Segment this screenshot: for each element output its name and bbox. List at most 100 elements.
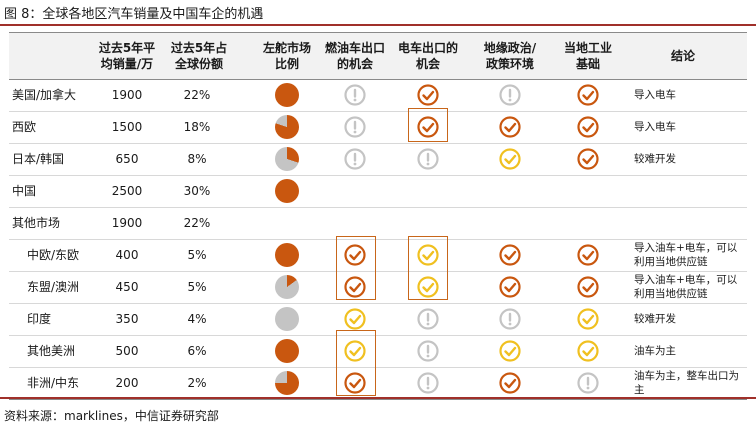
lhd-pie-icon — [275, 307, 299, 331]
header-industry: 当地工业 基础 — [563, 40, 612, 71]
orange-check-icon — [499, 244, 521, 266]
global-share-value: 22% — [183, 216, 211, 230]
header-conclusion: 结论 — [670, 48, 695, 63]
lhd-pie-icon — [275, 371, 299, 395]
global-share-value: 18% — [183, 120, 211, 134]
header-ev-export: 电车出口的 机会 — [397, 40, 458, 71]
gray-exclamation-icon — [344, 116, 366, 138]
conclusion-text: 较难开发 — [634, 153, 676, 165]
orange-check-icon — [577, 148, 599, 170]
global-share-value: 6% — [187, 344, 207, 358]
orange-check-icon — [344, 276, 366, 298]
top-rule — [0, 24, 756, 26]
row-divider — [9, 207, 747, 208]
row-divider — [9, 367, 747, 368]
row-divider — [9, 239, 747, 240]
orange-check-icon — [417, 116, 439, 138]
region-name: 非洲/中东 — [27, 376, 80, 390]
yellow-check-icon — [577, 308, 599, 330]
highlight-box-ice-americas-africa — [336, 330, 376, 396]
header-share: 过去5年占 全球份额 — [170, 40, 228, 71]
gray-exclamation-icon — [344, 148, 366, 170]
header-sales: 过去5年平 均销量/万 — [98, 40, 156, 71]
source-note: 资料来源：marklines，中信证券研究部 — [4, 409, 219, 423]
gray-exclamation-icon — [417, 148, 439, 170]
region-name: 西欧 — [12, 120, 37, 134]
gray-exclamation-icon — [417, 340, 439, 362]
global-share-value: 8% — [187, 152, 207, 166]
row-divider — [9, 143, 747, 144]
row-divider — [9, 111, 747, 112]
row-divider — [9, 399, 747, 400]
global-share-value: 22% — [183, 88, 211, 102]
yellow-check-icon — [417, 276, 439, 298]
gray-exclamation-icon — [577, 372, 599, 394]
global-share-value: 5% — [187, 280, 207, 294]
yellow-check-icon — [499, 340, 521, 362]
gray-exclamation-icon — [499, 84, 521, 106]
conclusion-text: 导入电车 — [634, 89, 676, 101]
avg-sales-value: 650 — [115, 152, 139, 166]
orange-check-icon — [577, 116, 599, 138]
conclusion-text: 导入油车+电车，可以利用当地供应链 — [634, 242, 738, 268]
avg-sales-value: 2500 — [111, 184, 143, 198]
conclusion-text: 导入油车+电车，可以利用当地供应链 — [634, 274, 738, 300]
yellow-check-icon — [344, 340, 366, 362]
orange-check-icon — [344, 244, 366, 266]
region-name: 其他市场 — [12, 216, 61, 230]
header-geopolitics: 地缘政治/ 政策环境 — [483, 40, 537, 71]
global-share-value: 5% — [187, 248, 207, 262]
highlight-box-ev-west-europe — [408, 108, 448, 142]
orange-check-icon — [499, 372, 521, 394]
conclusion-text: 油车为主 — [634, 345, 676, 357]
gray-exclamation-icon — [499, 308, 521, 330]
conclusion-text: 较难开发 — [634, 313, 676, 325]
avg-sales-value: 450 — [115, 280, 139, 294]
lhd-pie-icon — [275, 339, 299, 363]
global-share-value: 4% — [187, 312, 207, 326]
avg-sales-value: 1900 — [111, 216, 143, 230]
global-share-value: 2% — [187, 376, 207, 390]
yellow-check-icon — [417, 244, 439, 266]
avg-sales-value: 1500 — [111, 120, 143, 134]
region-name: 中国 — [12, 184, 37, 198]
orange-check-icon — [577, 276, 599, 298]
highlight-box-ice-central-asean — [336, 236, 376, 300]
orange-check-icon — [499, 116, 521, 138]
lhd-pie-icon — [275, 275, 299, 299]
orange-check-icon — [344, 372, 366, 394]
row-divider — [9, 335, 747, 336]
lhd-pie-icon — [275, 115, 299, 139]
region-name: 东盟/澳洲 — [27, 280, 80, 294]
region-name: 印度 — [27, 312, 52, 326]
header-background — [9, 32, 747, 79]
region-name: 美国/加拿大 — [12, 88, 77, 102]
region-name: 其他美洲 — [27, 344, 76, 358]
global-share-value: 30% — [183, 184, 211, 198]
avg-sales-value: 400 — [115, 248, 139, 262]
conclusion-text: 导入电车 — [634, 121, 676, 133]
gray-exclamation-icon — [417, 308, 439, 330]
orange-check-icon — [417, 84, 439, 106]
row-divider — [9, 303, 747, 304]
avg-sales-value: 1900 — [111, 88, 143, 102]
figure-title: 图 8：全球各地区汽车销量及中国车企的机遇 — [4, 7, 264, 22]
lhd-pie-icon — [275, 243, 299, 267]
avg-sales-value: 200 — [115, 376, 139, 390]
avg-sales-value: 350 — [115, 312, 139, 326]
header-bottom-line — [9, 79, 747, 80]
yellow-check-icon — [344, 308, 366, 330]
region-name: 日本/韩国 — [12, 152, 65, 166]
gray-exclamation-icon — [417, 372, 439, 394]
orange-check-icon — [577, 244, 599, 266]
conclusion-text: 油车为主，整车出口为主 — [634, 370, 739, 396]
yellow-check-icon — [499, 148, 521, 170]
avg-sales-value: 500 — [115, 344, 139, 358]
lhd-pie-icon — [275, 147, 299, 171]
row-divider — [9, 271, 747, 272]
orange-check-icon — [499, 276, 521, 298]
region-name: 中欧/东欧 — [27, 248, 80, 262]
orange-check-icon — [577, 84, 599, 106]
header-top-line — [9, 32, 747, 33]
bottom-rule — [0, 397, 756, 399]
